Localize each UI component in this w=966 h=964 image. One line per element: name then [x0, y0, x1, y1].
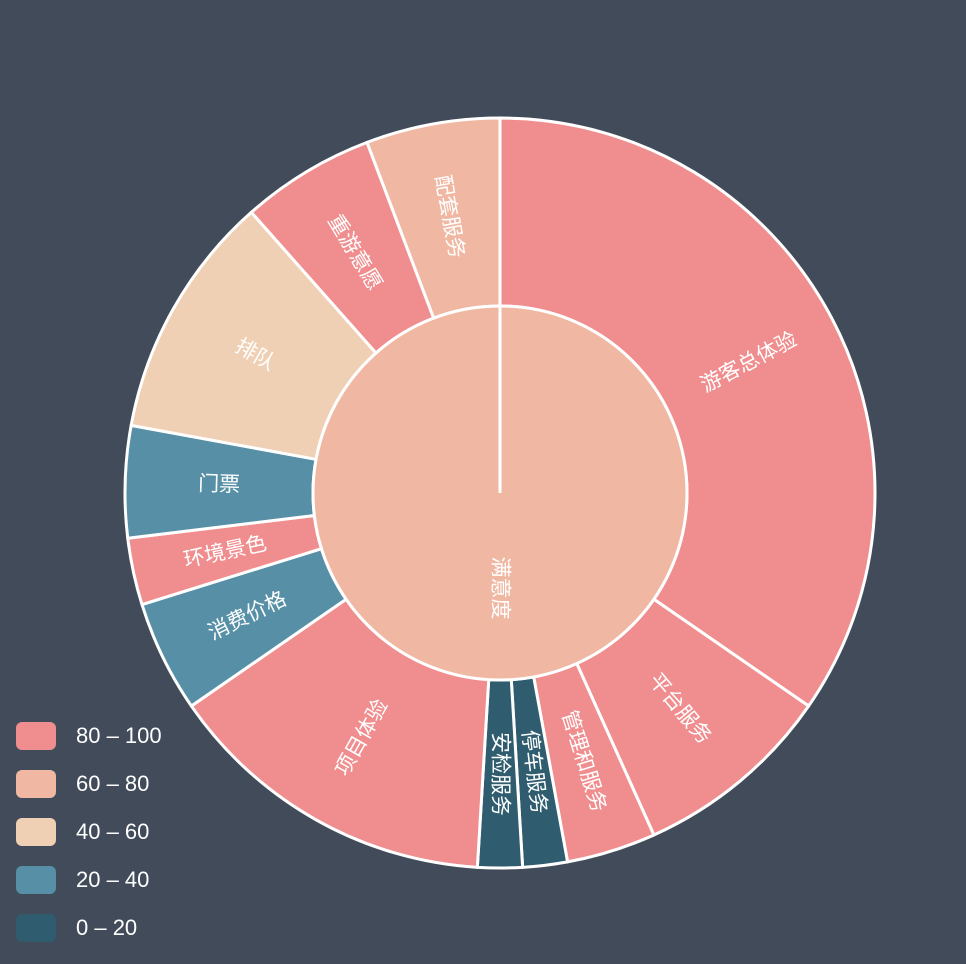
legend-label-1: 60 – 80: [76, 771, 150, 796]
legend-swatch-1: [16, 770, 56, 798]
legend-label-3: 20 – 40: [76, 867, 150, 892]
legend-item-3[interactable]: 20 – 40: [16, 856, 216, 904]
legend-swatch-4: [16, 914, 56, 942]
segment-label-8: 门票: [198, 472, 241, 496]
legend-label-4: 0 – 20: [76, 915, 138, 940]
legend-swatch-2: [16, 818, 56, 846]
legend-label-0: 80 – 100: [76, 723, 162, 748]
legend-item-1[interactable]: 60 – 80: [16, 760, 216, 808]
legend-item-2[interactable]: 40 – 60: [16, 808, 216, 856]
legend-label-2: 40 – 60: [76, 819, 150, 844]
inner-ring: [311, 304, 689, 682]
segment-label-4: 安检服务: [489, 732, 512, 816]
legend-swatch-0: [16, 722, 56, 750]
legend-item-0[interactable]: 80 – 100: [16, 712, 216, 760]
visual-map-legend: 80 – 100 60 – 80 40 – 60 20 – 40 0 – 20: [16, 712, 216, 952]
legend-item-4[interactable]: 0 – 20: [16, 904, 216, 952]
root-label: 满意度: [489, 557, 512, 620]
legend-swatch-3: [16, 866, 56, 894]
